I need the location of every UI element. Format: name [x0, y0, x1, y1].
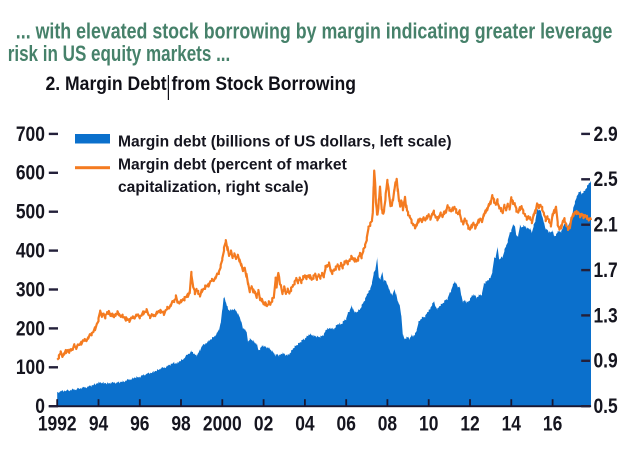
- svg-text:capitalization, right scale): capitalization, right scale): [118, 179, 309, 196]
- svg-text:0.9: 0.9: [594, 350, 618, 373]
- svg-text:2000: 2000: [203, 413, 242, 436]
- svg-text:96: 96: [130, 413, 150, 436]
- svg-text:700: 700: [16, 123, 45, 146]
- svg-text:10: 10: [419, 413, 438, 436]
- svg-text:2. Margin Debt from Stock Borr: 2. Margin Debt from Stock Borrowing: [46, 72, 356, 94]
- svg-text:02: 02: [254, 413, 273, 436]
- svg-text:16: 16: [543, 413, 563, 436]
- svg-text:04: 04: [295, 413, 315, 436]
- svg-text:300: 300: [16, 279, 45, 302]
- svg-text:98: 98: [171, 413, 191, 436]
- svg-text:... with elevated stock borrow: ... with elevated stock borrowing by mar…: [16, 20, 613, 44]
- svg-text:500: 500: [16, 201, 45, 224]
- svg-text:1.3: 1.3: [594, 305, 618, 328]
- svg-text:1.7: 1.7: [594, 260, 618, 283]
- svg-text:1992: 1992: [38, 413, 77, 436]
- svg-text:risk in US equity markets ...: risk in US equity markets ...: [8, 42, 231, 67]
- svg-text:2.9: 2.9: [594, 123, 618, 146]
- svg-text:06: 06: [337, 413, 357, 436]
- svg-text:0: 0: [35, 396, 45, 419]
- svg-text:2.1: 2.1: [594, 214, 618, 237]
- svg-text:Margin debt (percent of market: Margin debt (percent of market: [118, 156, 348, 173]
- svg-text:100: 100: [16, 357, 45, 380]
- svg-text:94: 94: [89, 413, 109, 436]
- svg-text:08: 08: [378, 413, 398, 436]
- svg-text:2.5: 2.5: [594, 169, 618, 192]
- svg-text:400: 400: [16, 240, 45, 263]
- svg-text:600: 600: [16, 162, 45, 185]
- svg-text:12: 12: [460, 413, 479, 436]
- svg-text:0.5: 0.5: [594, 396, 618, 419]
- svg-text:Margin debt (billions of US do: Margin debt (billions of US dollars, lef…: [118, 133, 452, 150]
- svg-text:200: 200: [16, 318, 45, 341]
- svg-text:14: 14: [502, 413, 522, 436]
